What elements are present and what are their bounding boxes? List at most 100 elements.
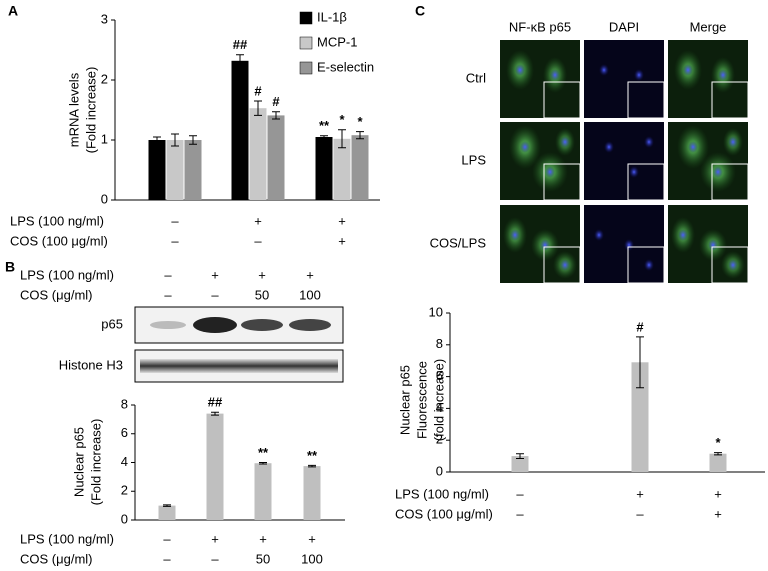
legend-swatch <box>299 36 313 50</box>
y-axis-label: Nuclear p65 <box>397 365 412 435</box>
y-tick-label: 0 <box>121 511 128 526</box>
error-bar <box>254 100 262 116</box>
condition-value: + <box>306 267 314 282</box>
y-axis-label: (fold increase) <box>431 359 446 441</box>
condition-value: + <box>258 267 266 282</box>
y-tick-label: 2 <box>436 432 443 447</box>
significance-label: ## <box>233 37 248 52</box>
bar <box>709 453 727 472</box>
y-axis-label: mRNA levels <box>66 72 81 147</box>
error-bar <box>171 133 179 147</box>
error-bar <box>308 464 316 468</box>
condition-value: + <box>338 233 346 248</box>
row-label: Ctrl <box>466 70 486 85</box>
y-tick-label: 6 <box>121 425 128 440</box>
condition-label: LPS (100 ng/ml) <box>395 486 489 501</box>
inset <box>711 163 749 201</box>
column-header: Merge <box>690 19 727 34</box>
nucleus <box>634 69 644 81</box>
error-bar <box>272 111 280 120</box>
condition-value: + <box>211 531 219 546</box>
error-bar <box>714 452 722 456</box>
inset <box>711 246 749 284</box>
nucleus <box>550 69 560 81</box>
legend-label: E-selectin <box>317 59 374 74</box>
bar <box>231 60 249 200</box>
nucleus <box>624 239 634 251</box>
condition-value: + <box>338 213 346 228</box>
error-bar <box>636 336 644 389</box>
condition-value: 50 <box>256 551 270 566</box>
y-axis-label: Nuclear p65 <box>71 427 86 497</box>
nucleus <box>545 166 555 178</box>
inset <box>711 81 749 119</box>
micrographs <box>500 40 749 284</box>
bar <box>303 466 321 520</box>
condition-value: + <box>259 531 267 546</box>
condition-value: – <box>164 287 172 302</box>
significance-label: # <box>636 319 644 334</box>
y-tick-label: 4 <box>436 400 443 415</box>
y-tick-label: 0 <box>101 191 108 206</box>
condition-label: COS (100 μg/ml) <box>395 506 493 521</box>
error-bar <box>338 129 346 149</box>
panel-label: B <box>5 259 15 275</box>
bar <box>148 140 166 200</box>
panel-label: C <box>415 3 425 19</box>
y-axis-label: (Fold increase) <box>88 419 103 506</box>
bar <box>249 108 267 200</box>
nucleus <box>708 239 718 251</box>
condition-value: + <box>714 486 722 501</box>
inset <box>627 246 665 284</box>
condition-value: + <box>308 531 316 546</box>
y-tick-label: 6 <box>436 368 443 383</box>
blot-label: p65 <box>101 316 123 331</box>
nucleus <box>728 259 738 271</box>
blot <box>134 306 344 383</box>
nucleus <box>560 136 570 148</box>
legend-swatch <box>299 11 313 25</box>
condition-value: 50 <box>255 287 269 302</box>
nucleus <box>594 229 604 241</box>
nucleus <box>718 69 728 81</box>
error-bar <box>236 54 244 68</box>
bar <box>254 463 272 520</box>
nucleus <box>688 141 698 153</box>
significance-label: # <box>272 94 280 109</box>
micrograph <box>584 205 664 283</box>
error-bar <box>211 411 219 416</box>
condition-value: + <box>636 486 644 501</box>
condition-value: 100 <box>301 551 323 566</box>
bar <box>267 115 285 200</box>
nucleus <box>540 239 550 251</box>
y-axis-label: (Fold increase) <box>83 67 98 154</box>
significance-label: * <box>715 435 721 450</box>
nucleus <box>560 259 570 271</box>
error-bar <box>320 135 328 139</box>
blot-label: Histone H3 <box>59 357 123 372</box>
column-header: NF-κB p65 <box>509 19 571 34</box>
significance-label: ** <box>307 448 318 463</box>
bar <box>351 135 369 200</box>
condition-value: – <box>211 287 219 302</box>
y-tick-label: 0 <box>436 463 443 478</box>
bar <box>158 505 176 520</box>
y-tick-label: 2 <box>121 483 128 498</box>
y-tick-label: 3 <box>101 11 108 26</box>
significance-label: ** <box>319 118 330 133</box>
inset <box>543 163 581 201</box>
y-tick-label: 10 <box>429 304 443 319</box>
condition-value: 100 <box>299 287 321 302</box>
nucleus <box>728 136 738 148</box>
error-bar <box>189 135 197 145</box>
y-tick-label: 8 <box>436 336 443 351</box>
condition-value: – <box>636 506 644 521</box>
significance-label: * <box>357 114 363 129</box>
inset <box>627 163 665 201</box>
legend-label: MCP-1 <box>317 34 357 49</box>
y-axis-label: Fluorescence <box>414 361 429 439</box>
bar <box>166 140 184 200</box>
condition-value: – <box>171 233 179 248</box>
nucleus <box>604 141 614 153</box>
condition-label: COS (μg/ml) <box>20 287 93 302</box>
